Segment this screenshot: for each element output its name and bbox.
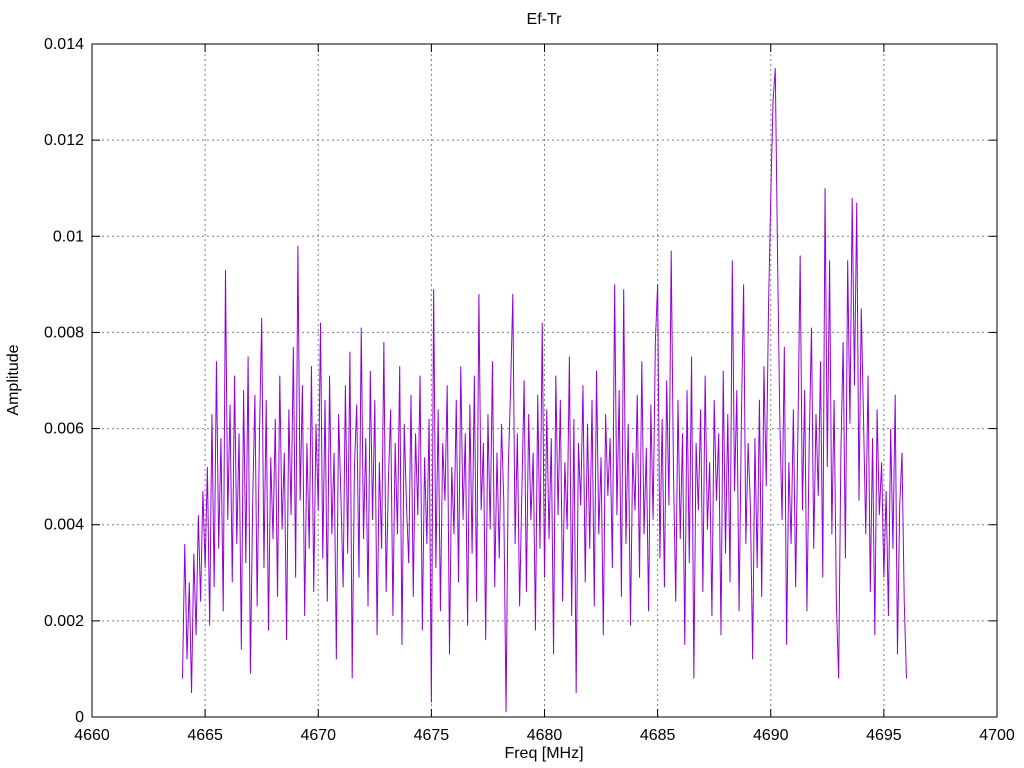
x-tick-label: 4660: [74, 727, 110, 744]
grid-lines: [92, 44, 997, 717]
data-series-group: [182, 68, 907, 713]
y-tick-label: 0.002: [44, 613, 84, 630]
x-tick-label: 4665: [187, 727, 223, 744]
y-tick-label: 0.008: [44, 324, 84, 341]
x-tick-label: 4670: [300, 727, 336, 744]
x-tick-label: 4690: [753, 727, 789, 744]
axis-tick-labels: 4660 4665 4670 4675 4680 4685 4690 4695 4700 0 0.0…: [44, 36, 1015, 744]
y-tick-label: 0.014: [44, 36, 84, 53]
y-tick-label: 0.01: [53, 228, 84, 245]
x-tick-label: 4675: [414, 727, 450, 744]
chart-title: Ef-Tr: [527, 11, 563, 28]
x-tick-label: 4685: [640, 727, 676, 744]
x-tick-label: 4695: [866, 727, 902, 744]
x-axis-label: Freq [MHz]: [504, 745, 583, 762]
y-tick-label: 0.006: [44, 421, 84, 438]
y-tick-label: 0: [75, 709, 84, 726]
y-tick-label: 0.012: [44, 132, 84, 149]
y-tick-label: 0.004: [44, 517, 84, 534]
axis-tick-marks: [91, 43, 998, 718]
x-tick-label: 4700: [979, 727, 1015, 744]
x-tick-label: 4680: [527, 727, 563, 744]
data-series: [182, 68, 907, 713]
y-axis-label: Amplitude: [5, 344, 22, 415]
